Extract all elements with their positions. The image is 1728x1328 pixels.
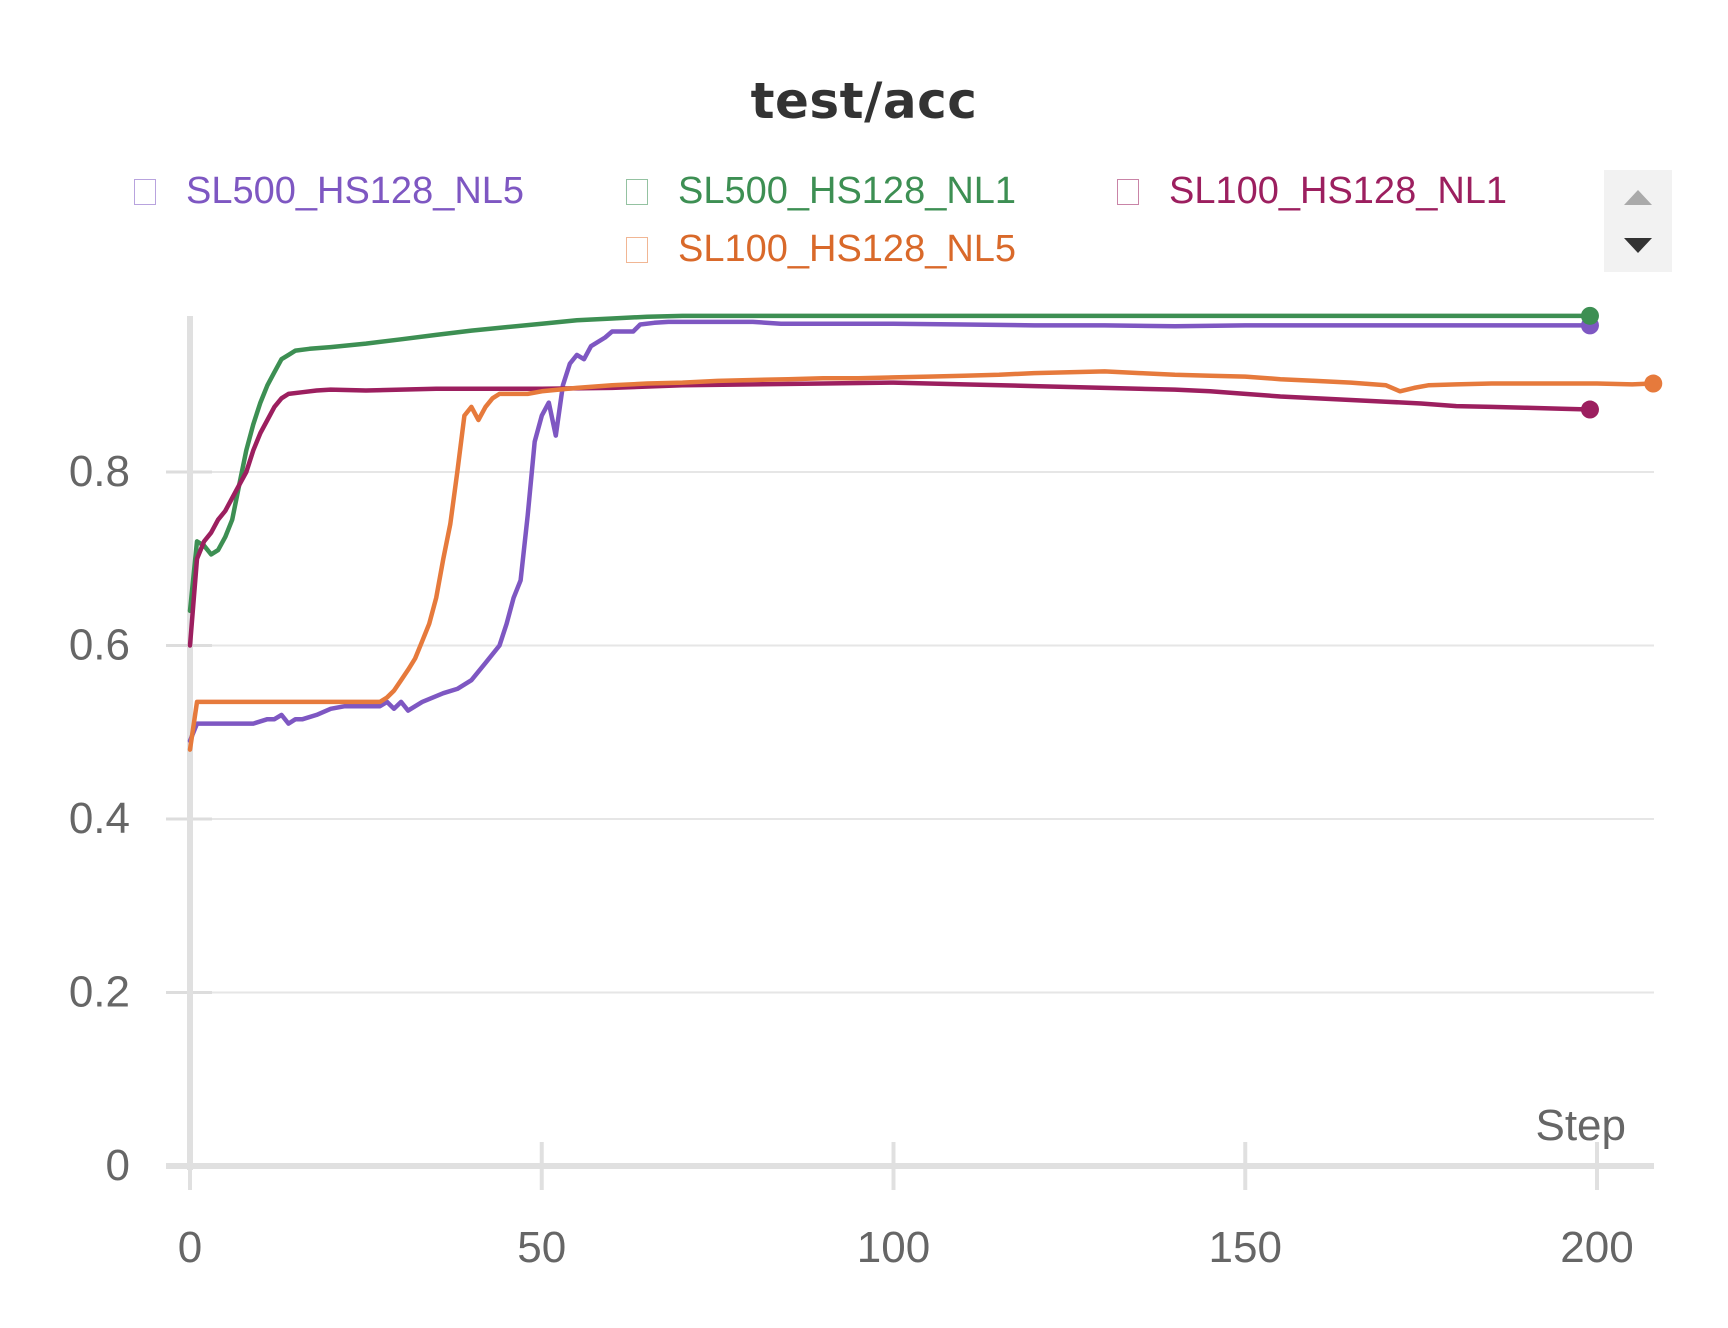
legend-item-sl100-nl1[interactable]: SL100_HS128_NL1: [1117, 170, 1507, 213]
axes: [166, 316, 1654, 1190]
legend-label: SL500_HS128_NL1: [678, 170, 1017, 212]
series-end-marker-2: [1580, 306, 1599, 325]
x-tick-label: 150: [1209, 1223, 1282, 1272]
legend-swatch: [1117, 178, 1139, 205]
tick-labels: 0 0.2 0.4 0.6 0.8 0 50 100 150 200 Step: [69, 447, 1634, 1272]
legend-swatch: [134, 178, 156, 205]
legend-swatch: [626, 178, 648, 205]
y-tick-label: 0.6: [69, 621, 130, 670]
series-line-1: [187, 319, 1593, 744]
legend-label: SL100_HS128_NL1: [1169, 170, 1508, 212]
y-tick-label: 0.8: [69, 447, 130, 496]
legend-item-sl500-nl1[interactable]: SL500_HS128_NL1: [626, 170, 1016, 213]
legend-label: SL100_HS128_NL5: [678, 228, 1017, 270]
x-tick-label: 200: [1560, 1223, 1633, 1272]
legend-scroll: [1604, 170, 1672, 272]
legend-label: SL500_HS128_NL5: [186, 170, 525, 212]
grid-lines: [190, 471, 1654, 994]
y-tick-label: 0.2: [69, 968, 130, 1017]
legend-item-sl100-nl5[interactable]: SL100_HS128_NL5: [626, 228, 1016, 271]
x-axis-label: Step: [1535, 1101, 1626, 1150]
series-line-4: [187, 369, 1656, 752]
x-tick-label: 100: [857, 1223, 930, 1272]
series-line-3: [187, 380, 1593, 648]
series-end-marker-3: [1580, 400, 1599, 419]
series-end-marker-4: [1644, 374, 1663, 393]
chart-title: test/acc: [750, 72, 978, 130]
scroll-down-icon[interactable]: [1624, 238, 1652, 253]
x-tick-label: 50: [517, 1223, 566, 1272]
scroll-up-icon[interactable]: [1624, 190, 1652, 205]
legend-item-sl500-nl5[interactable]: SL500_HS128_NL5: [134, 170, 524, 213]
x-tick-label: 0: [178, 1223, 202, 1272]
y-tick-label: 0: [106, 1141, 130, 1190]
series-line-2: [187, 313, 1593, 614]
y-tick-label: 0.4: [69, 794, 130, 843]
series-lines: [187, 306, 1663, 752]
legend-swatch: [626, 236, 648, 263]
